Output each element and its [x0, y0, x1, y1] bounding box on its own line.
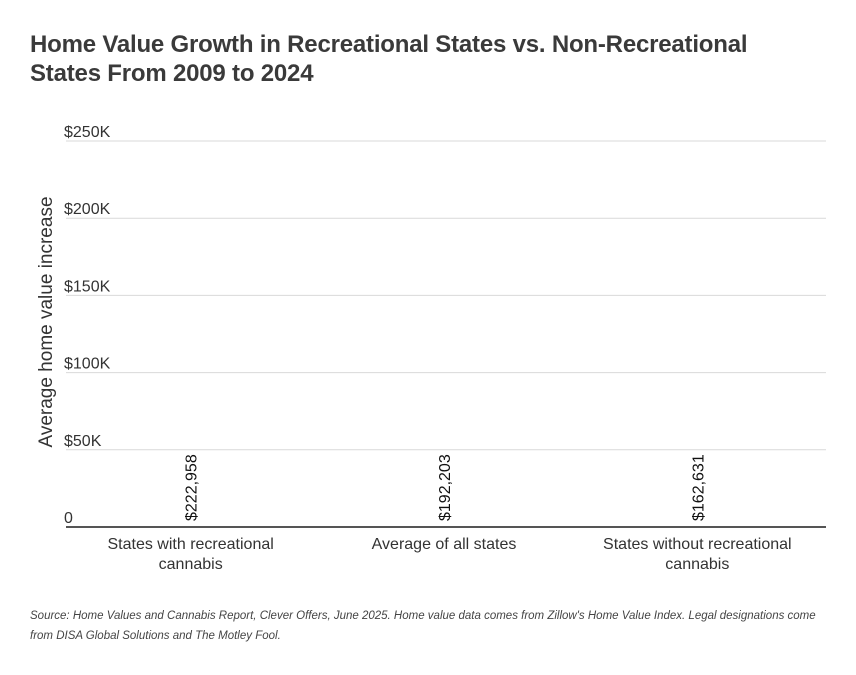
x-axis-categories: States with recreational cannabis Average … [108, 536, 792, 573]
gridlines [66, 140, 826, 451]
y-tick-label: $50K [64, 433, 102, 450]
x-category-label: cannabis [665, 556, 729, 573]
data-label: $222,958 [184, 454, 201, 521]
source-note: Source: Home Values and Cannabis Report,… [30, 610, 816, 642]
y-tick-label: $150K [64, 278, 111, 295]
data-label: $162,631 [690, 454, 707, 521]
x-category-label: Average of all states [372, 536, 517, 553]
bar-chart: 0 $50K $100K $150K $200K $250K $222,958 $192,2… [36, 124, 826, 573]
y-tick-label: 0 [64, 510, 73, 527]
x-category-label: cannabis [159, 556, 223, 573]
x-category-label: States with recreational [108, 536, 274, 553]
data-label: $192,203 [437, 454, 454, 521]
chart-title: Home Value Growth in Recreational States… [30, 31, 748, 87]
y-tick-label: $250K [64, 124, 111, 141]
y-axis-ticks: 0 $50K $100K $150K $200K $250K [64, 124, 111, 527]
y-tick-label: $100K [64, 356, 111, 373]
y-tick-label: $200K [64, 201, 111, 218]
data-labels: $222,958 $192,203 $162,631 [184, 454, 708, 521]
y-axis-title: Average home value increase [36, 196, 57, 447]
x-category-label: States without recreational [603, 536, 792, 553]
